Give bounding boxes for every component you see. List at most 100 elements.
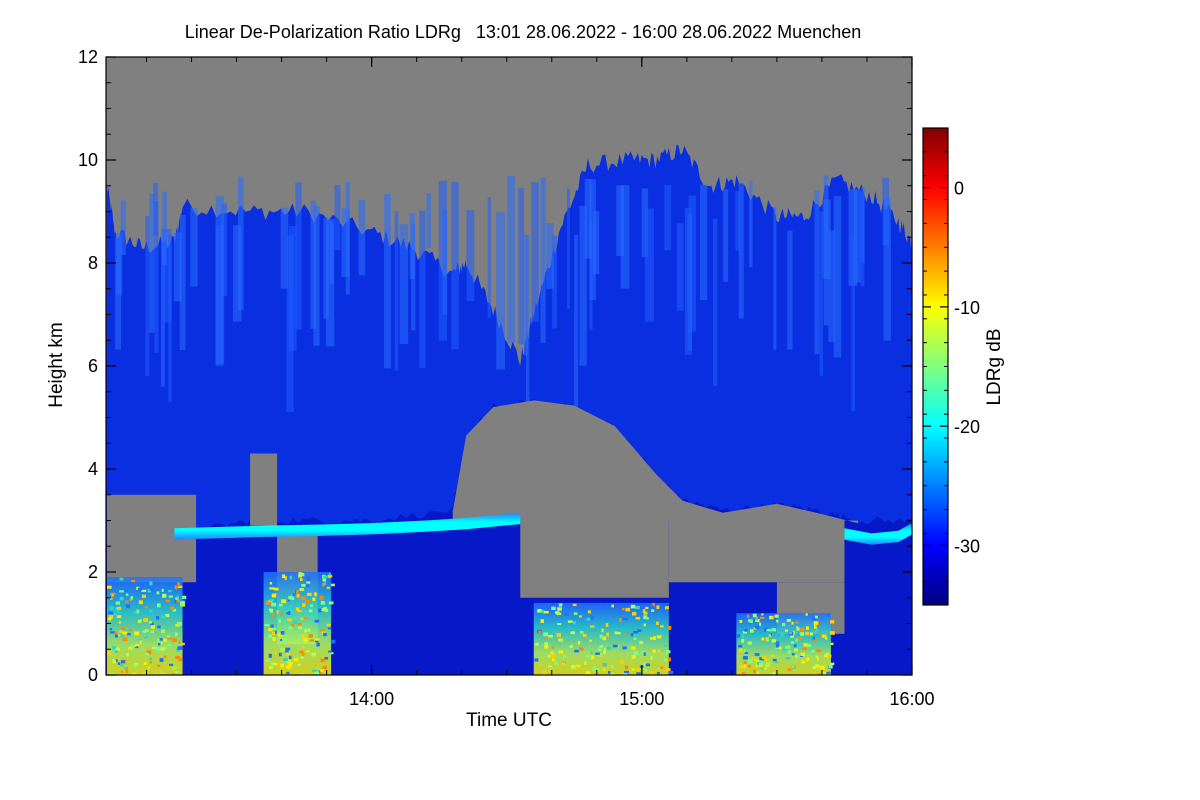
precip-speck (149, 588, 155, 591)
precip-speck (134, 664, 137, 668)
precip-speck (297, 609, 302, 613)
precip-speck (642, 609, 646, 613)
precip-speck (316, 642, 320, 647)
precip-speck (306, 592, 312, 597)
precip-speck (756, 660, 761, 663)
precip-speck (157, 642, 161, 646)
precip-speck (114, 650, 118, 653)
precip-speck (292, 593, 296, 596)
ice-streak (232, 225, 242, 322)
precip-speck (651, 609, 655, 613)
precip-speck (164, 627, 168, 630)
precip-speck (165, 599, 171, 603)
precip-speck (801, 647, 807, 650)
ice-streak (451, 182, 459, 350)
precip-speck (170, 606, 175, 611)
precip-speck (330, 583, 335, 587)
precip-speck (130, 596, 134, 600)
y-tick-label: 6 (88, 356, 98, 376)
precip-speck (543, 632, 549, 637)
ice-streak (616, 185, 625, 256)
precip-speck (749, 629, 754, 633)
precip-speck (125, 593, 129, 596)
precip-speck (278, 619, 282, 624)
precip-speck (785, 656, 791, 660)
precip-speck (137, 619, 142, 624)
precip-speck (653, 636, 656, 641)
y-tick-label: 12 (78, 47, 98, 67)
precip-speck (656, 671, 660, 675)
precip-speck (622, 646, 627, 650)
ice-streak (688, 195, 696, 332)
precip-speck (323, 632, 327, 637)
precip-speck (326, 623, 331, 627)
ice-streak (409, 213, 415, 280)
precip-speck (792, 630, 796, 635)
precip-speck (322, 578, 327, 582)
precip-speck (282, 574, 286, 579)
precip-speck (597, 648, 602, 651)
y-axis-label: Height km (46, 322, 67, 408)
precip-speck (764, 658, 770, 661)
precip-speck (269, 666, 273, 670)
precip-speck (143, 618, 148, 622)
precip-speck (775, 643, 780, 648)
precip-speck (309, 639, 315, 642)
precip-speck (113, 631, 117, 635)
precip-speck (620, 660, 625, 664)
precip-speck (166, 635, 171, 638)
precip-speck (639, 640, 644, 645)
precip-speck (797, 636, 803, 641)
precip-speck (813, 624, 817, 629)
precip-speck (787, 668, 792, 672)
precip-speck (293, 620, 298, 625)
precip-speck (759, 616, 765, 619)
precip-speck (125, 669, 129, 673)
precip-speck (134, 643, 140, 647)
precip-speck (756, 671, 760, 675)
precip-speck (168, 590, 172, 593)
ice-streak (162, 228, 172, 323)
precip-speck (747, 659, 753, 664)
precip-speck (284, 650, 289, 653)
precip-speck (563, 655, 567, 658)
precip-speck (141, 671, 147, 675)
precip-speck (656, 605, 660, 610)
precip-speck (742, 630, 747, 634)
precip-speck (761, 637, 765, 641)
precip-speck (554, 611, 560, 614)
precip-speck (558, 650, 564, 654)
precip-speck (277, 632, 282, 637)
precip-speck (288, 664, 292, 668)
precip-speck (590, 651, 593, 655)
precip-speck (157, 664, 161, 667)
precip-speck (755, 618, 760, 623)
precip-speck (543, 611, 549, 614)
precip-speck (328, 601, 334, 605)
precip-speck (738, 665, 744, 669)
precip-speck (180, 600, 185, 605)
ice-streak (833, 196, 842, 358)
precip-speck (300, 572, 305, 577)
precip-speck (317, 672, 323, 675)
precip-speck (167, 637, 173, 640)
precip-speck (326, 586, 331, 589)
precip-speck (610, 672, 615, 675)
precip-speck (776, 619, 779, 623)
ice-streak (552, 235, 557, 329)
precip-speck (285, 651, 290, 654)
precip-speck (649, 637, 654, 640)
precip-speck (137, 587, 143, 591)
precip-speck (824, 671, 827, 675)
precip-speck (300, 596, 306, 600)
precip-speck (271, 593, 277, 598)
precip-speck (764, 667, 768, 670)
ice-streak (120, 200, 126, 256)
precip-speck (557, 607, 562, 611)
precip-speck (794, 648, 798, 652)
precip-speck (306, 581, 311, 584)
precip-speck (558, 603, 563, 607)
precip-speck (168, 595, 173, 598)
precip-speck (645, 606, 649, 610)
precip-speck (603, 647, 607, 652)
